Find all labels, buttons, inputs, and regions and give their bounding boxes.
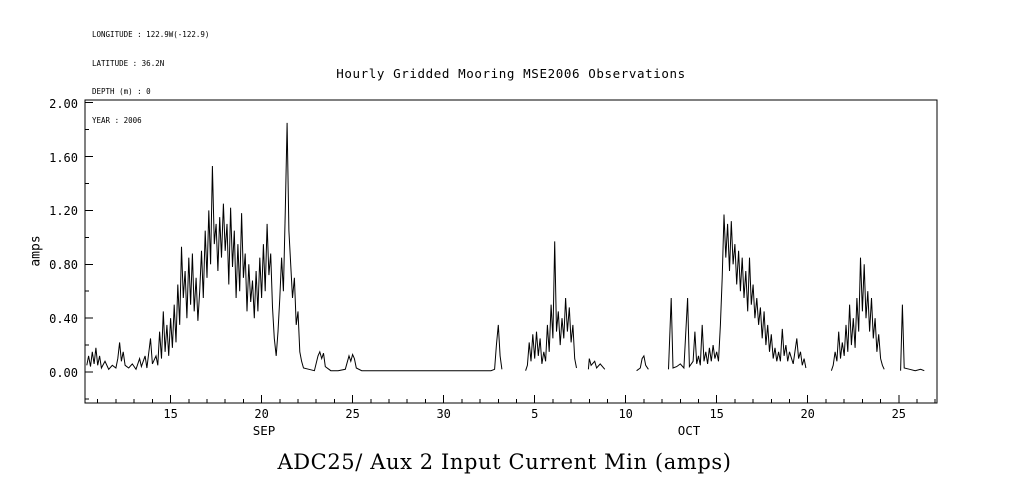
month-label-oct: OCT: [677, 423, 701, 438]
data-line: [900, 304, 925, 372]
x-tick-label: 30: [436, 407, 451, 421]
data-line: [525, 241, 577, 371]
data-line: [587, 358, 606, 370]
plot-metadata: LONGITUDE : 122.9W(-122.9) LATITUDE : 36…: [92, 11, 209, 144]
y-tick-label: 1.60: [49, 150, 78, 165]
x-tick-label: 20: [800, 407, 815, 421]
metadata-year: YEAR : 2006: [92, 115, 142, 125]
y-axis-label: amps: [28, 235, 44, 267]
data-line: [830, 257, 885, 371]
page-title: Hourly Gridded Mooring MSE2006 Observati…: [336, 66, 686, 81]
x-tick-label: 15: [163, 407, 178, 421]
plot-border: [84, 99, 938, 404]
y-tick-label: 0.80: [49, 258, 78, 273]
metadata-longitude: LONGITUDE : 122.9W(-122.9): [92, 30, 210, 39]
data-line: [636, 354, 649, 372]
metadata-latitude: LATITUDE : 36.2N: [92, 58, 165, 68]
y-tick-label: 0.40: [49, 312, 78, 327]
data-line: [668, 214, 807, 370]
y-tick-label: 1.20: [49, 204, 78, 219]
bottom-title: ADC25/ Aux 2 Input Current Min (amps): [277, 450, 732, 474]
y-tick-label: 0.00: [49, 366, 78, 380]
y-tick-label: 2.00: [49, 96, 78, 111]
x-tick-label: 25: [345, 407, 360, 421]
data-line: [86, 122, 503, 372]
month-label-sep: SEP: [252, 423, 276, 438]
x-tick-label: 15: [709, 407, 724, 421]
metadata-depth: DEPTH (m) : 0: [92, 87, 151, 96]
x-tick-label: 25: [891, 407, 907, 421]
x-tick-label: 20: [254, 407, 269, 421]
x-tick-label: 10: [618, 407, 633, 421]
x-tick-label: 5: [531, 407, 539, 421]
